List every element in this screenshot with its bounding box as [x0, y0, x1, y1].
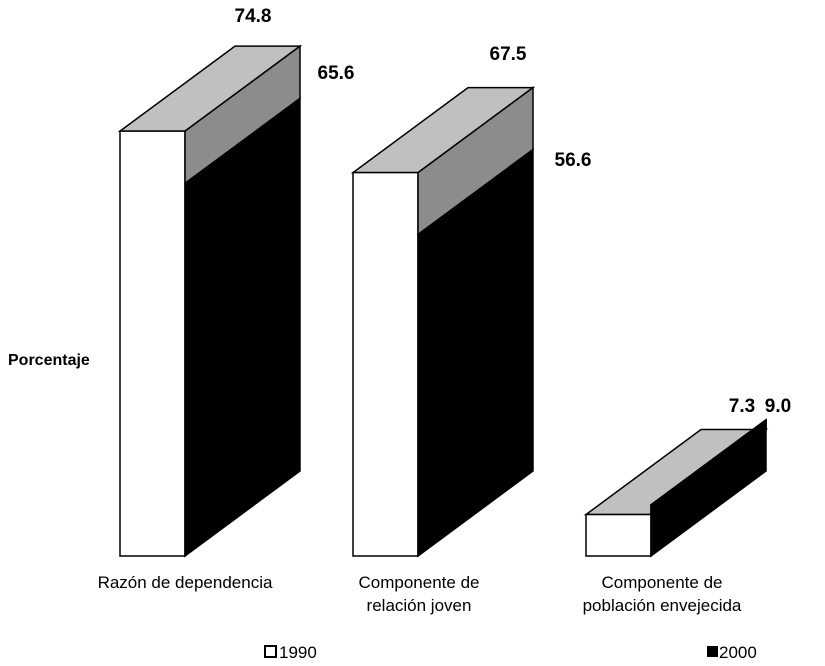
- bar-1990-0: [119, 130, 186, 557]
- y-axis-label: Porcentaje: [8, 352, 90, 369]
- legend-swatch-2000: [707, 646, 718, 657]
- category-label-1-line-1: relación joven: [367, 596, 472, 615]
- value-label-1990-2: 7.3: [729, 396, 755, 417]
- bars-group: [117, 44, 769, 558]
- category-label-0-line-0: Razón de dependencia: [98, 573, 273, 592]
- bar-2000-2: [650, 418, 767, 558]
- legend-label-1990: 1990: [279, 643, 317, 662]
- legend-label-2000: 2000: [719, 643, 757, 662]
- value-label-1990-0: 74.8: [235, 6, 272, 27]
- bar-2000-0: [184, 96, 301, 558]
- value-label-1990-1: 67.5: [490, 44, 527, 65]
- category-label-2-line-0: Componente de: [602, 573, 723, 592]
- value-label-2000-1: 56.6: [555, 150, 592, 171]
- category-label-2-line-1: población envejecida: [583, 596, 742, 615]
- value-labels-group: 74.8 65.6 67.5 56.6 7.3 9.0: [235, 6, 792, 417]
- bar-2000-1: [417, 148, 534, 558]
- bar-1990-2: [585, 513, 652, 557]
- legend: 1990 2000: [264, 643, 757, 662]
- category-label-1-line-0: Componente de: [359, 573, 480, 592]
- legend-swatch-1990: [264, 645, 277, 658]
- value-label-2000-2: 9.0: [765, 396, 791, 417]
- value-label-2000-0: 65.6: [318, 63, 355, 84]
- category-labels-group: Razón de dependencia Componente de relació…: [98, 573, 742, 615]
- bar-1990-1: [352, 171, 419, 557]
